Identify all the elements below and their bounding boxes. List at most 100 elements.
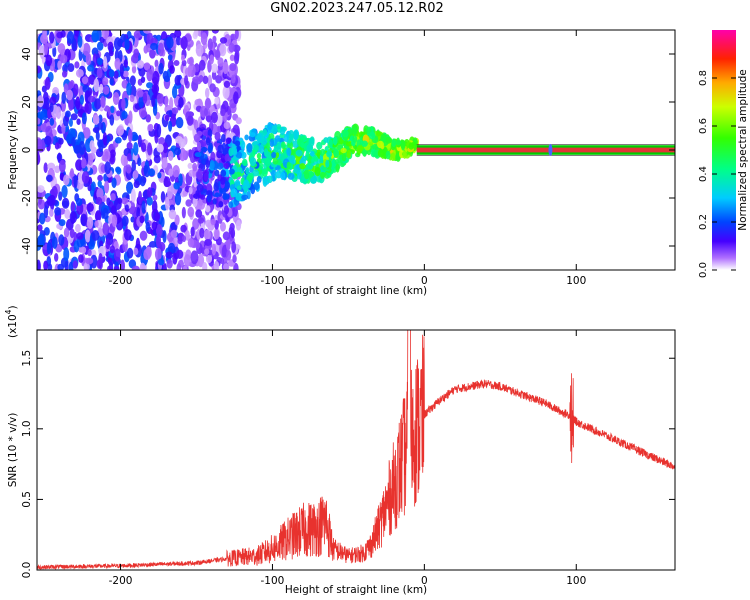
spectrogram-cell	[98, 253, 103, 266]
spectrogram-cell	[166, 36, 174, 49]
spectrogram-cell	[362, 149, 367, 157]
spectrogram-cell	[226, 249, 232, 261]
spectrogram-cell	[105, 238, 111, 250]
spectrogram-cell	[126, 153, 132, 162]
spectrogram-cell	[169, 65, 175, 74]
spectrogram-cell	[168, 120, 173, 132]
spectrogram-cell	[205, 137, 211, 146]
spectrogram-cell	[163, 75, 171, 83]
spectrogram-cell	[243, 185, 248, 193]
spectrogram-cell	[263, 148, 269, 157]
spectrogram-cell	[142, 30, 151, 34]
spectrogram-cell	[143, 248, 151, 261]
spectrogram-cell	[141, 200, 146, 214]
spectrogram-cell	[400, 139, 406, 149]
spectrogram-cell	[45, 174, 53, 182]
spectrogram-cell	[43, 41, 49, 56]
spectrogram-ytick-label: 0	[21, 147, 33, 154]
spectrogram-cell	[204, 87, 210, 99]
spectrogram-cell	[143, 62, 151, 71]
spectrogram-ylabel: Frequency (Hz)	[7, 110, 19, 189]
spectrogram-cell	[205, 205, 211, 213]
spectrogram-cell	[334, 158, 340, 165]
spectrogram-cell	[109, 77, 114, 86]
spectrogram-cell	[325, 159, 330, 168]
spectrogram-cell	[61, 197, 70, 209]
spectrogram-cell	[116, 167, 122, 175]
spectrogram-cell	[167, 150, 174, 161]
spectrogram-cell	[205, 115, 213, 122]
spectrogram-cell	[246, 142, 253, 153]
spectrogram-cell	[212, 198, 217, 205]
spectrogram-cell	[328, 139, 333, 148]
spectrogram-cell	[51, 236, 58, 249]
spectrogram-cell	[66, 31, 75, 44]
spectrogram-cell	[96, 67, 103, 79]
spectrogram-cell	[253, 181, 260, 191]
spectrogram-cell	[369, 131, 376, 140]
spectrogram-cell	[180, 54, 186, 62]
spectrogram-cell	[137, 134, 142, 148]
spectrogram-cell	[167, 186, 173, 200]
spectrogram-cell	[126, 181, 134, 194]
spectrogram-cell	[60, 30, 66, 38]
spectrogram-cell	[172, 164, 180, 178]
spectrogram-cell	[249, 132, 256, 138]
spectrogram-cell	[175, 116, 184, 129]
spectrogram-cell	[87, 249, 92, 257]
carrier-band	[416, 147, 675, 153]
spectrogram-cell	[130, 188, 136, 203]
spectrogram-cell	[117, 197, 123, 205]
spectrogram-cell	[104, 161, 111, 175]
spectrogram-cell	[37, 259, 41, 270]
spectrogram-cell	[244, 134, 249, 141]
spectrogram-cell	[242, 158, 248, 167]
spectrogram-cell	[139, 215, 145, 224]
spectrogram-cell	[235, 117, 242, 125]
spectrogram-cell	[95, 210, 102, 223]
spectrogram-cell	[73, 174, 78, 189]
spectrogram-cell	[121, 215, 129, 227]
spectrogram-cell	[37, 185, 45, 193]
spectrogram-cell	[276, 143, 282, 154]
colorbar-label: Normalized spectral amplitude	[737, 69, 749, 230]
spectrogram-cell	[209, 83, 216, 93]
spectrogram-cell	[195, 209, 203, 218]
spectrogram-cell	[75, 96, 81, 110]
spectrogram-cell	[101, 30, 110, 40]
spectrogram-cell	[213, 182, 220, 192]
spectrogram-cell	[175, 249, 184, 259]
spectrogram-cell	[120, 197, 129, 205]
spectrogram-cell	[76, 118, 81, 125]
spectrogram-cell	[91, 30, 100, 43]
snr-ytick-label: 0.0	[21, 562, 33, 579]
snr-frame	[36, 329, 676, 571]
spectrogram-cell	[222, 85, 230, 99]
spectrogram-cell	[47, 162, 56, 170]
spectrogram-cell	[280, 141, 286, 150]
spectrogram-cell	[167, 54, 173, 61]
spectrogram-cell	[192, 218, 200, 230]
spectrogram-cell	[198, 59, 206, 71]
spectrogram-cell	[49, 117, 55, 126]
spectrogram-cell	[61, 91, 67, 104]
spectrogram-cell	[219, 37, 228, 44]
spectrogram-cell	[178, 173, 183, 187]
spectrogram-cell	[129, 94, 135, 103]
spectrogram-cell	[143, 45, 149, 54]
spectrogram-cell	[154, 247, 162, 261]
spectrogram-cell	[215, 74, 222, 84]
spectrogram-cell	[236, 185, 242, 191]
spectrogram-cell	[335, 163, 340, 173]
spectrogram-cell	[222, 61, 229, 75]
spectrogram-cell	[37, 224, 43, 232]
spectrogram-cell	[161, 156, 168, 169]
spectrogram-cell	[266, 140, 271, 150]
spectrogram-cell	[323, 137, 329, 143]
spectrogram-cell	[61, 184, 68, 199]
spectrogram-cell	[75, 198, 83, 206]
spectrogram-cell	[214, 49, 221, 61]
spectrogram-cell	[216, 162, 224, 170]
spectrogram-cell	[94, 220, 99, 228]
spectrogram-cell	[57, 60, 62, 70]
